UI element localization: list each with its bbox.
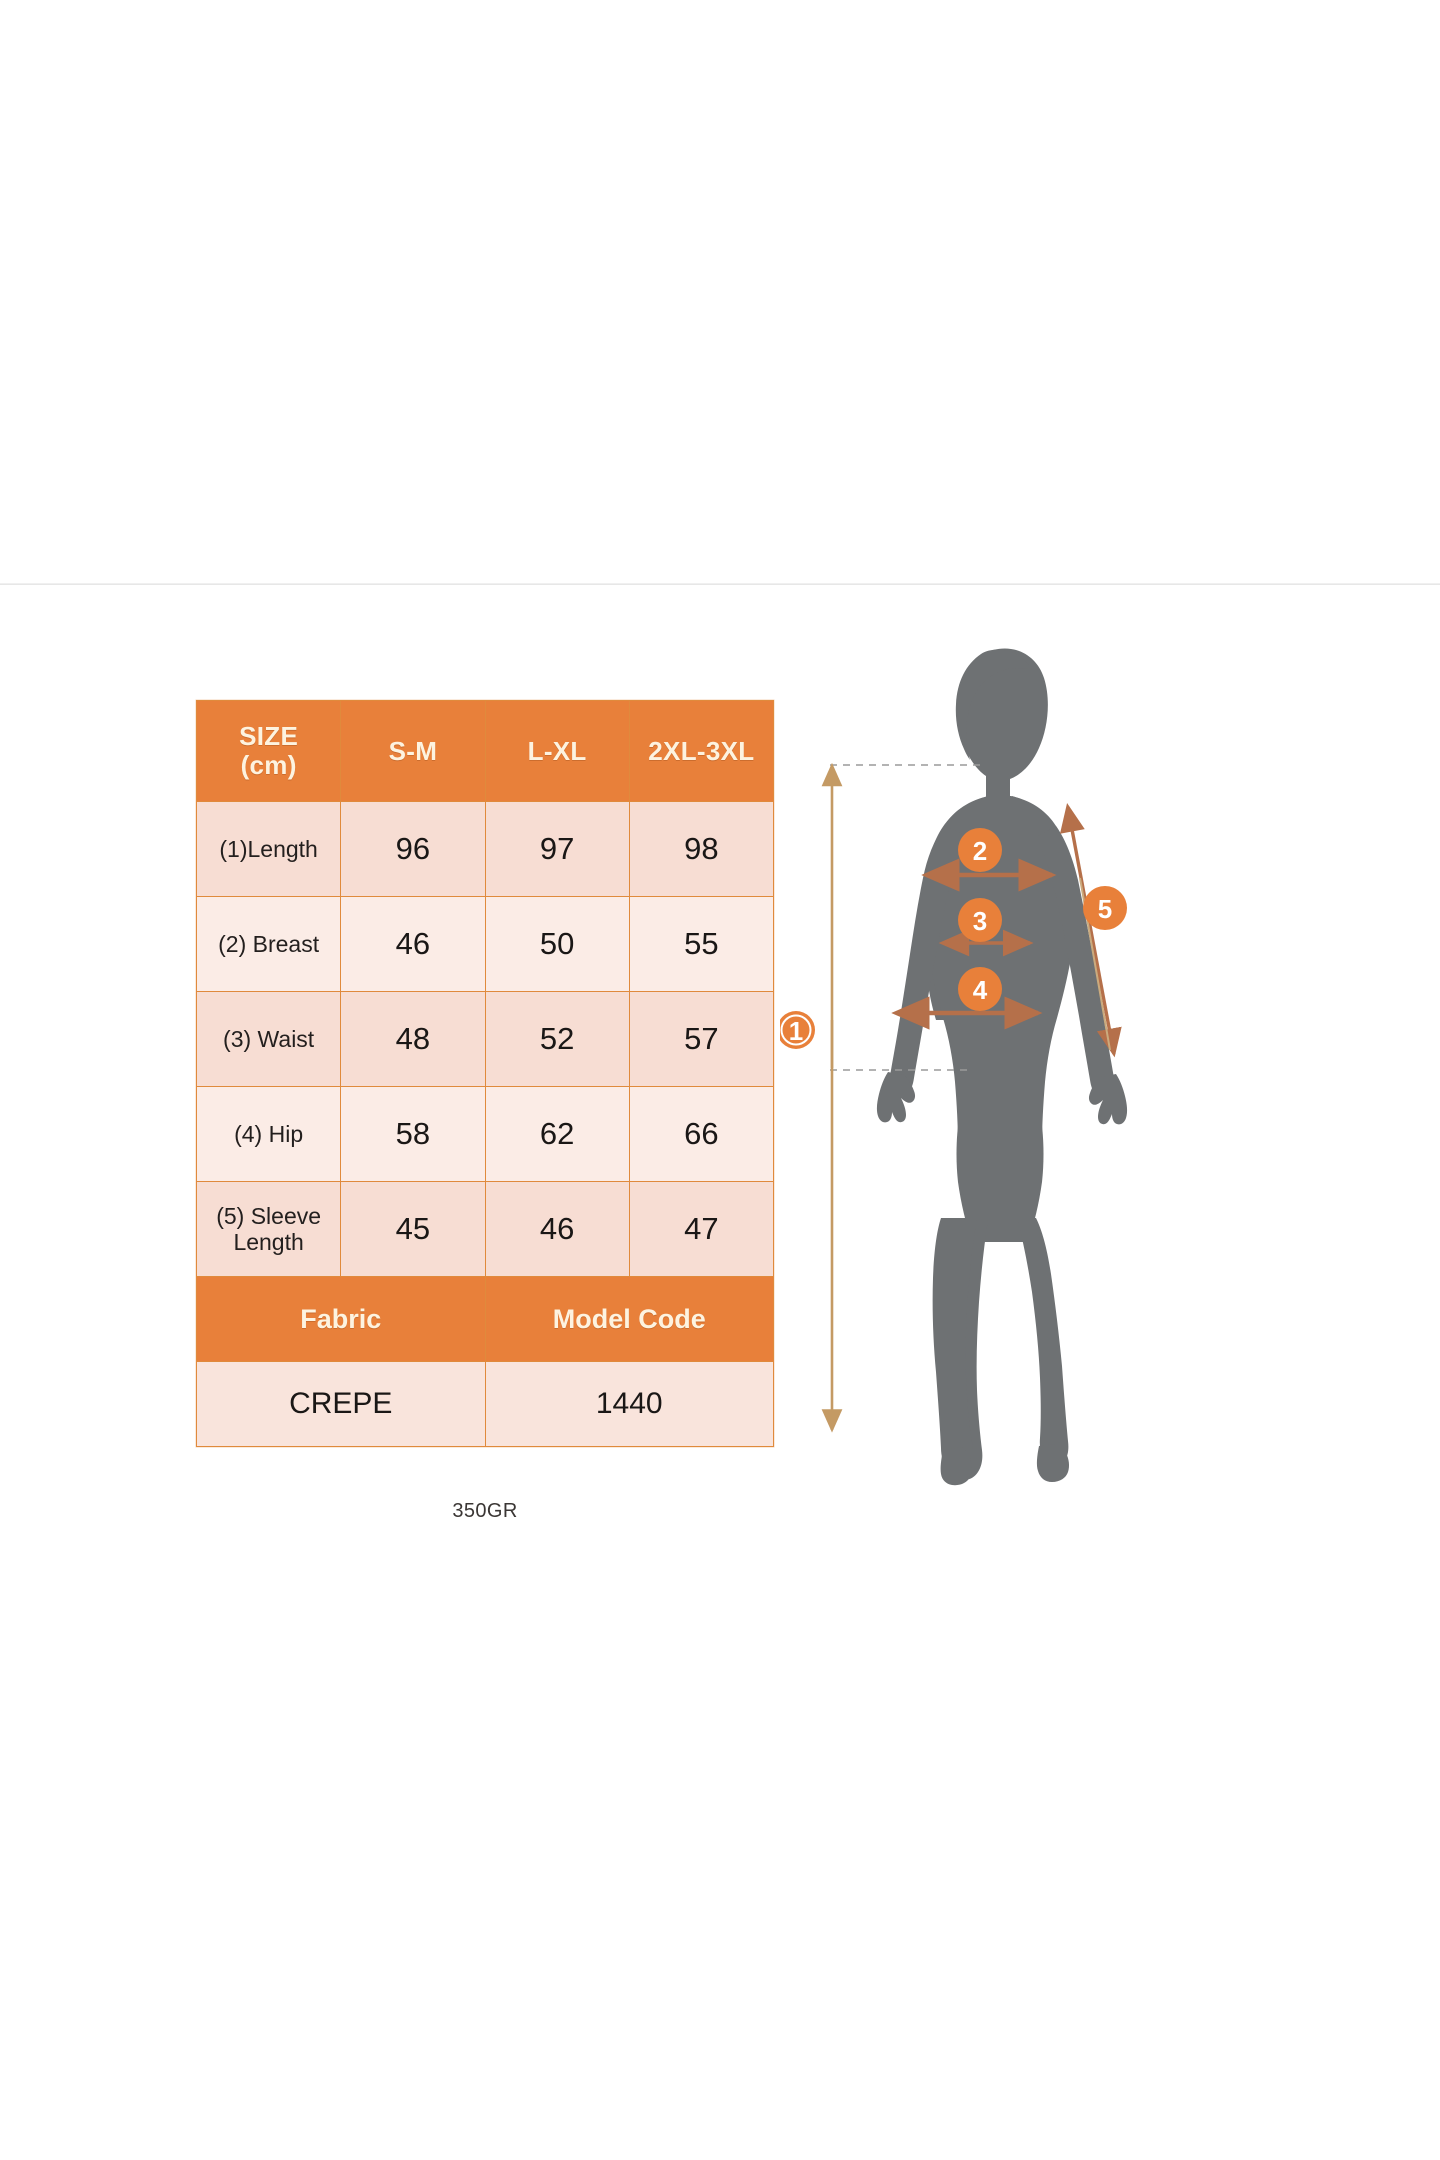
table-row: (4) Hip 58 62 66 bbox=[195, 1086, 775, 1182]
header-cell-2xl3xl: 2XL-3XL bbox=[628, 700, 775, 802]
cell-length-lxl: 97 bbox=[484, 801, 630, 897]
badge-4-circle bbox=[958, 967, 1002, 1011]
badge-2-circle bbox=[958, 828, 1002, 872]
badge-1-ring bbox=[780, 1014, 812, 1046]
cell-length-xxl: 98 bbox=[628, 801, 775, 897]
cell-breast-lxl: 50 bbox=[484, 896, 630, 992]
header-size-line2: (cm) bbox=[240, 750, 297, 780]
cell-waist-lxl: 52 bbox=[484, 991, 630, 1087]
footer-value-fabric: CREPE bbox=[196, 1361, 486, 1447]
header-cell-sm: S-M bbox=[340, 700, 486, 802]
footer-header-fabric: Fabric bbox=[196, 1276, 486, 1362]
table-row: (2) Breast 46 50 55 bbox=[195, 896, 775, 992]
table-row: (5) Sleeve Length 45 46 47 bbox=[195, 1181, 775, 1277]
badge-5-label: 5 bbox=[1098, 894, 1112, 924]
row-label-length: (1)Length bbox=[195, 801, 342, 897]
size-chart-table-container: SIZE (cm) S-M L-XL 2XL-3XL (1)Length 96 … bbox=[195, 700, 775, 1447]
table-row: (3) Waist 48 52 57 bbox=[195, 991, 775, 1087]
measurement-figure-diagram: 1 2 3 4 5 bbox=[780, 620, 1200, 1500]
header-size-line1: SIZE bbox=[239, 720, 299, 751]
badge-5: 5 bbox=[1083, 886, 1127, 930]
badge-4: 4 bbox=[958, 967, 1002, 1011]
cell-waist-sm: 48 bbox=[340, 991, 486, 1087]
cell-sleeve-sm: 45 bbox=[340, 1181, 486, 1277]
footer-header-model-code: Model Code bbox=[484, 1276, 774, 1362]
cell-sleeve-xxl: 47 bbox=[628, 1181, 775, 1277]
fabric-weight-note: 350GR bbox=[452, 1500, 518, 1522]
cell-breast-sm: 46 bbox=[340, 896, 486, 992]
badge-2: 2 bbox=[958, 828, 1002, 872]
row-label-sleeve-line1: (5) Sleeve bbox=[216, 1202, 322, 1229]
row-label-hip: (4) Hip bbox=[195, 1086, 342, 1182]
badge-5-circle bbox=[1083, 886, 1127, 930]
cell-length-sm: 96 bbox=[340, 801, 486, 897]
table-row: (1)Length 96 97 98 bbox=[195, 801, 775, 897]
badge-1-label: 1 bbox=[789, 1016, 803, 1046]
footer-value-model-code: 1440 bbox=[484, 1361, 774, 1447]
row-label-breast: (2) Breast bbox=[195, 896, 342, 992]
table-footer-header-row: Fabric Model Code bbox=[196, 1276, 774, 1362]
badge-3-label: 3 bbox=[973, 906, 987, 936]
cell-waist-xxl: 57 bbox=[628, 991, 775, 1087]
cell-hip-sm: 58 bbox=[340, 1086, 486, 1182]
header-cell-size: SIZE (cm) bbox=[195, 700, 342, 802]
row-label-sleeve-line2: Length bbox=[233, 1229, 304, 1255]
female-silhouette-icon bbox=[876, 648, 1128, 1486]
top-divider bbox=[0, 583, 1440, 585]
arrow-sleeve-5 bbox=[1060, 802, 1122, 1058]
table-header-row: SIZE (cm) S-M L-XL 2XL-3XL bbox=[195, 700, 775, 802]
header-cell-lxl: L-XL bbox=[484, 700, 630, 802]
size-chart-table: SIZE (cm) S-M L-XL 2XL-3XL (1)Length 96 … bbox=[195, 700, 775, 1447]
badge-2-label: 2 bbox=[973, 836, 987, 866]
cell-hip-xxl: 66 bbox=[628, 1086, 775, 1182]
cell-breast-xxl: 55 bbox=[628, 896, 775, 992]
badge-3: 3 bbox=[958, 898, 1002, 942]
cell-hip-lxl: 62 bbox=[484, 1086, 630, 1182]
row-label-sleeve-length: (5) Sleeve Length bbox=[195, 1181, 342, 1277]
table-footer-value-row: CREPE 1440 bbox=[196, 1361, 774, 1447]
length-guide-dashed-lines bbox=[830, 764, 980, 1071]
badge-1: 1 bbox=[780, 1011, 815, 1049]
row-label-waist: (3) Waist bbox=[195, 991, 342, 1087]
badge-3-circle bbox=[958, 898, 1002, 942]
badge-4-label: 4 bbox=[973, 975, 988, 1005]
cell-sleeve-lxl: 46 bbox=[484, 1181, 630, 1277]
